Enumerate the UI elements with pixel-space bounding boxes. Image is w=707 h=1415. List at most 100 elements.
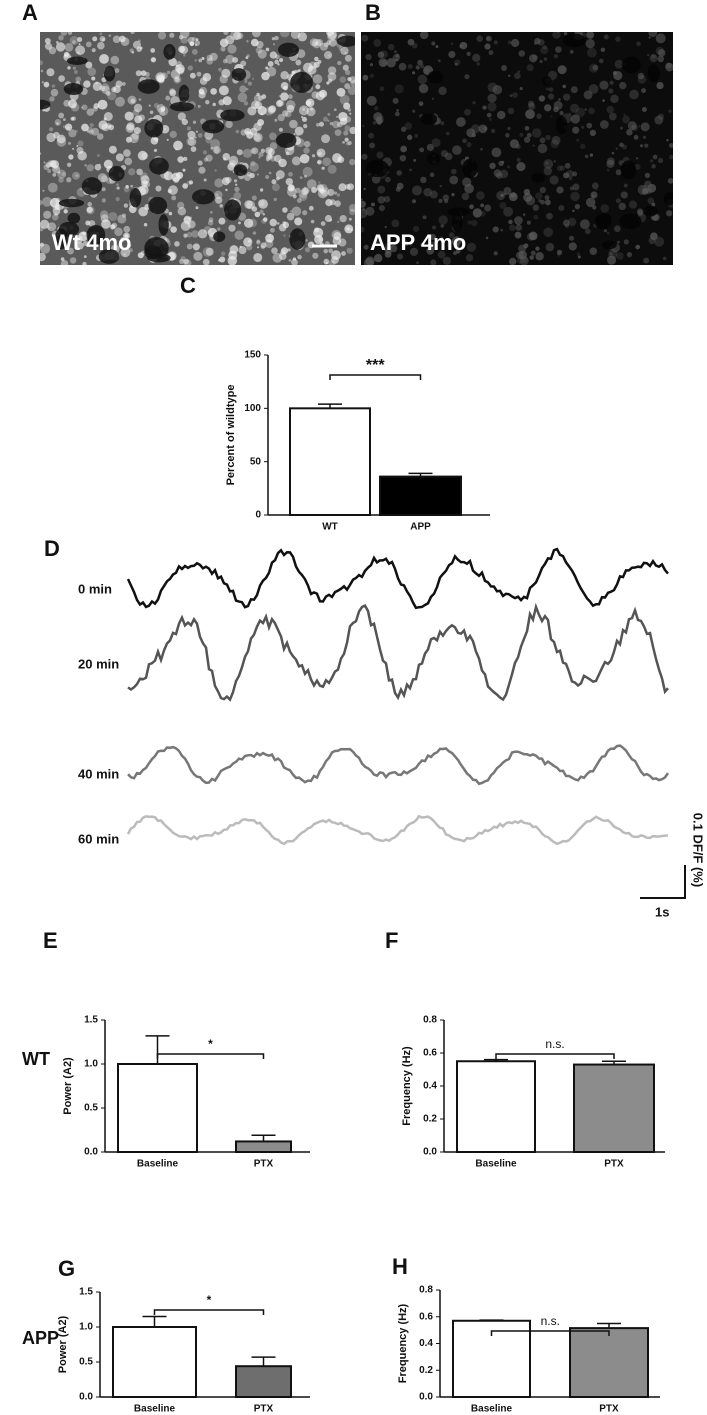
speckle: [572, 126, 580, 134]
speckle: [318, 121, 325, 127]
speckle: [419, 147, 425, 153]
speckle: [107, 91, 117, 101]
trace: [126, 814, 669, 846]
speckle: [183, 215, 191, 223]
speckle: [553, 54, 559, 59]
speckle: [277, 100, 283, 106]
speckle: [40, 60, 44, 66]
speckle: [619, 126, 624, 130]
speckle: [203, 178, 207, 182]
speckle: [271, 247, 278, 254]
speckle: [507, 165, 510, 169]
speckle: [325, 32, 334, 36]
speckle: [617, 240, 620, 244]
speckle: [336, 193, 341, 197]
speckle: [291, 206, 302, 217]
speckle: [568, 176, 573, 181]
speckle: [431, 41, 436, 46]
speckle: [88, 129, 95, 135]
speckle: [476, 61, 481, 66]
speckle: [281, 110, 289, 117]
speckle: [376, 151, 384, 159]
panel-label: D: [44, 536, 60, 561]
speckle: [68, 129, 77, 138]
speckle: [235, 183, 238, 186]
speckle: [189, 72, 196, 79]
speckle: [288, 259, 292, 262]
cell-body: [144, 237, 169, 259]
speckle: [42, 108, 45, 112]
speckle: [552, 32, 561, 39]
speckle: [555, 46, 562, 53]
speckle: [62, 118, 66, 122]
speckle: [60, 257, 65, 261]
speckle: [289, 119, 298, 129]
speckle: [91, 76, 96, 81]
cell-body: [144, 119, 164, 138]
speckle: [278, 127, 283, 132]
speckle: [213, 147, 220, 154]
speckle: [301, 187, 309, 196]
speckle: [271, 37, 275, 41]
speckle: [268, 171, 272, 175]
speckle: [446, 242, 451, 247]
speckle: [101, 187, 106, 192]
speckle: [566, 169, 575, 178]
trace-label: 40 min: [78, 766, 119, 781]
speckle: [651, 202, 656, 207]
y-tick-label: 0.0: [84, 1147, 98, 1158]
speckle: [440, 121, 445, 126]
speckle: [429, 241, 438, 250]
speckle: [101, 219, 111, 229]
speckle: [580, 143, 586, 150]
speckle: [493, 251, 498, 256]
speckle: [87, 67, 97, 76]
speckle: [72, 40, 76, 44]
speckle: [476, 191, 485, 200]
speckle: [598, 58, 604, 64]
speckle: [333, 191, 338, 195]
speckle: [657, 113, 665, 120]
speckle: [337, 220, 340, 224]
speckle: [562, 93, 571, 101]
speckle: [383, 195, 391, 203]
y-axis-label: Power (A2): [57, 1315, 69, 1373]
significance-bracket: [329, 374, 422, 380]
y-axis-label: Power (A2): [62, 1057, 74, 1115]
speckle: [528, 102, 536, 111]
speckle: [619, 142, 624, 148]
cell-body: [289, 228, 306, 250]
speckle: [187, 220, 196, 229]
speckle: [183, 156, 188, 162]
speckle: [614, 59, 624, 69]
speckle: [257, 49, 267, 59]
speckle: [584, 108, 587, 111]
speckle: [654, 115, 664, 125]
speckle: [135, 70, 142, 77]
speckle: [121, 213, 127, 218]
cell-body: [201, 119, 225, 134]
speckle: [218, 99, 225, 106]
speckle: [412, 109, 416, 113]
speckle: [123, 225, 131, 233]
speckle: [259, 209, 264, 214]
speckle: [308, 205, 314, 211]
speckle: [492, 226, 499, 233]
speckle: [188, 216, 193, 220]
speckle: [320, 221, 326, 226]
speckle: [331, 256, 339, 264]
speckle: [570, 114, 580, 124]
speckle: [155, 72, 166, 83]
cell-body: [169, 102, 195, 112]
speckle: [116, 183, 119, 187]
speckle: [509, 139, 519, 149]
speckle: [570, 191, 580, 202]
speckle: [379, 86, 385, 92]
speckle: [323, 50, 333, 60]
speckle: [641, 88, 647, 94]
speckle: [557, 65, 567, 75]
speckle: [40, 152, 42, 155]
speckle: [413, 225, 420, 232]
speckle: [71, 116, 76, 121]
speckle: [316, 159, 322, 165]
